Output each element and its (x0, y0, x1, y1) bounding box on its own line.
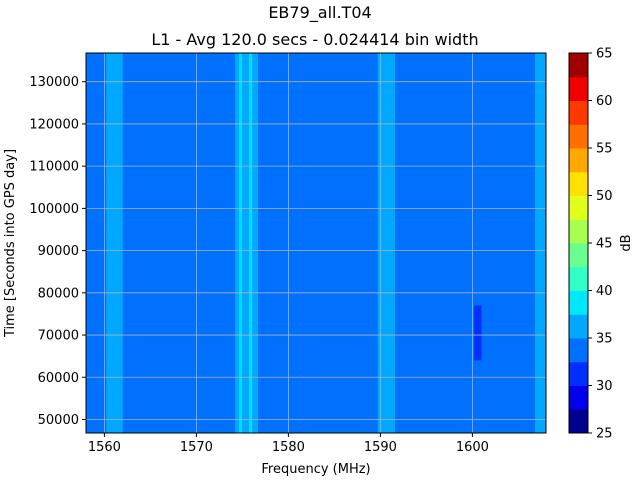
x-tick-label: 1560 (88, 440, 121, 455)
bright-streak-1 (249, 53, 253, 433)
colorbar-tick-label: 35 (596, 332, 613, 347)
colorbar-segment (569, 219, 588, 244)
colorbar-segment (569, 361, 588, 386)
plot-area (85, 52, 547, 434)
bands-layer (106, 53, 546, 433)
colorbar-tick-label: 40 (596, 284, 613, 299)
grid-layer (86, 53, 546, 433)
chart-title: EB79_all.T04 (268, 3, 371, 23)
colorbar-label: dB (619, 234, 634, 251)
colorbar-segment (569, 338, 588, 363)
colorbar-segment (569, 100, 588, 125)
x-axis: 1560 1570 1580 1590 1600 (88, 433, 489, 455)
colorbar-tick-label: 30 (596, 379, 613, 394)
colorbar-segment (569, 290, 588, 315)
y-tick-label: 100000 (29, 202, 79, 217)
y-tick-label: 70000 (38, 329, 79, 344)
band-0 (106, 53, 123, 433)
y-tick-label: 80000 (38, 286, 79, 301)
y-tick-label: 50000 (38, 413, 79, 428)
y-tick-label: 110000 (29, 160, 79, 175)
y-tick-label: 130000 (29, 75, 79, 90)
x-axis-title: Frequency (MHz) (261, 462, 370, 477)
x-tick-label: 1580 (272, 440, 305, 455)
chart-subtitle: L1 - Avg 120.0 secs - 0.024414 bin width (151, 30, 478, 49)
colorbar-tick-label: 60 (596, 94, 613, 109)
colorbar-tick-label: 25 (596, 427, 613, 442)
colorbar-segment (569, 53, 588, 78)
colorbar-segment (569, 76, 588, 101)
colorbar-segment (569, 171, 588, 196)
plot-frame (85, 52, 547, 434)
y-tick-label: 120000 (29, 117, 79, 132)
low-patch-0 (474, 305, 482, 361)
plot-background (86, 53, 546, 433)
colorbar-tick-label: 45 (596, 237, 613, 252)
colorbar: 25 30 35 40 45 50 55 60 65 (568, 47, 613, 442)
x-tick-label: 1590 (364, 440, 397, 455)
colorbar-segment (569, 385, 588, 410)
colorbar-segment (569, 148, 588, 173)
band-3 (534, 53, 546, 433)
y-tick-label: 60000 (38, 371, 79, 386)
colorbar-tick-label: 55 (596, 142, 613, 157)
colorbar-segment (569, 243, 588, 268)
colorbar-segment (569, 314, 588, 339)
band-1 (235, 53, 259, 433)
y-axis: 50000 60000 70000 80000 90000 100000 110000 120… (29, 75, 86, 428)
band-2 (377, 53, 396, 433)
colorbar-segment (569, 266, 588, 291)
colorbar-tick-label: 65 (596, 47, 613, 62)
y-tick-label: 90000 (38, 244, 79, 259)
colorbar-segment (569, 409, 588, 434)
y-axis-title: Time [Seconds into GPS day] (3, 149, 18, 338)
x-tick-label: 1570 (180, 440, 213, 455)
colorbar-segment (569, 195, 588, 220)
colorbar-tick-label: 50 (596, 189, 613, 204)
colorbar-segment (569, 124, 588, 149)
bright-streak-0 (239, 53, 243, 433)
x-tick-label: 1600 (456, 440, 489, 455)
